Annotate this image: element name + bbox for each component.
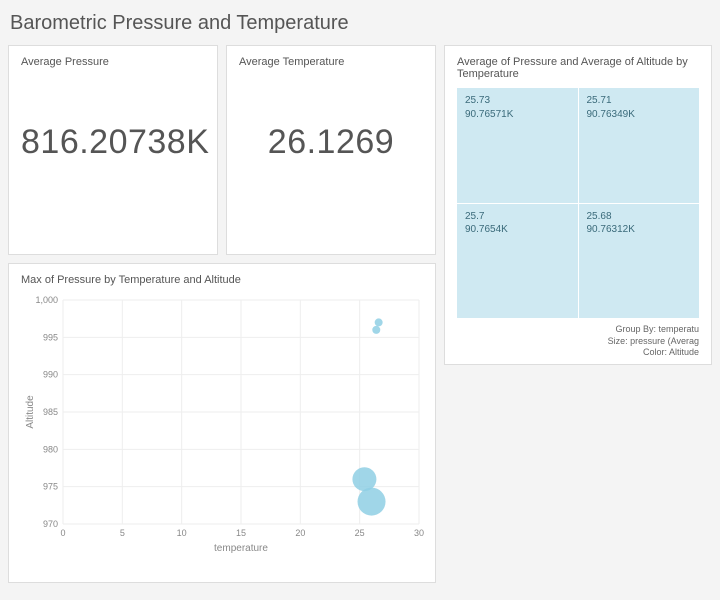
kpi-temperature-value: 26.1269 xyxy=(239,123,423,162)
treemap-cell-line1: 25.7 xyxy=(465,210,570,224)
page-title: Barometric Pressure and Temperature xyxy=(0,0,720,45)
treemap-cell[interactable]: 25.790.7654K xyxy=(457,204,578,319)
svg-text:20: 20 xyxy=(295,528,305,538)
svg-text:Altitude: Altitude xyxy=(25,395,36,429)
treemap-title: Average of Pressure and Average of Altit… xyxy=(457,56,699,80)
treemap-cell[interactable]: 25.6890.76312K xyxy=(579,204,700,319)
treemap-cell-line1: 25.71 xyxy=(587,94,692,108)
kpi-temperature-title: Average Temperature xyxy=(239,56,423,68)
kpi-temperature-card[interactable]: Average Temperature 26.1269 xyxy=(226,45,436,255)
svg-text:0: 0 xyxy=(60,528,65,538)
svg-text:15: 15 xyxy=(236,528,246,538)
scatter-chart: 970 975 980 985 990 995 1,000 0 5 10 15 20 25 30 tempe… xyxy=(21,294,423,564)
treemap-cell-line2: 90.76571K xyxy=(465,108,570,122)
treemap-cell-line2: 90.7654K xyxy=(465,223,570,237)
treemap-legend: Group By: temperatu Size: pressure (Aver… xyxy=(457,324,699,359)
treemap-cell[interactable]: 25.7390.76571K xyxy=(457,88,578,203)
svg-text:975: 975 xyxy=(43,482,58,492)
treemap-legend-line: Color: Altitude xyxy=(457,347,699,359)
svg-text:980: 980 xyxy=(43,444,58,454)
svg-text:5: 5 xyxy=(120,528,125,538)
kpi-pressure-card[interactable]: Average Pressure 816.20738K xyxy=(8,45,218,255)
svg-text:10: 10 xyxy=(177,528,187,538)
scatter-title: Max of Pressure by Temperature and Altit… xyxy=(21,274,423,286)
scatter-point[interactable] xyxy=(375,318,383,326)
treemap-grid: 25.7390.76571K25.7190.76349K25.790.7654K… xyxy=(457,88,699,318)
treemap-cell-line1: 25.68 xyxy=(587,210,692,224)
svg-text:25: 25 xyxy=(355,528,365,538)
treemap-cell-line2: 90.76349K xyxy=(587,108,692,122)
scatter-point[interactable] xyxy=(358,488,386,516)
dashboard-grid: Average Pressure 816.20738K Average Temp… xyxy=(0,45,720,591)
treemap-card[interactable]: Average of Pressure and Average of Altit… xyxy=(444,45,712,365)
scatter-point[interactable] xyxy=(352,467,376,491)
svg-text:30: 30 xyxy=(414,528,424,538)
svg-text:1,000: 1,000 xyxy=(35,295,58,305)
svg-text:985: 985 xyxy=(43,407,58,417)
scatter-card[interactable]: Max of Pressure by Temperature and Altit… xyxy=(8,263,436,583)
scatter-point[interactable] xyxy=(372,326,380,334)
treemap-legend-line: Group By: temperatu xyxy=(457,324,699,336)
svg-text:temperature: temperature xyxy=(214,543,268,554)
treemap-legend-line: Size: pressure (Averag xyxy=(457,336,699,348)
svg-text:995: 995 xyxy=(43,332,58,342)
treemap-cell[interactable]: 25.7190.76349K xyxy=(579,88,700,203)
kpi-pressure-value: 816.20738K xyxy=(21,123,205,162)
kpi-pressure-title: Average Pressure xyxy=(21,56,205,68)
treemap-cell-line2: 90.76312K xyxy=(587,223,692,237)
treemap-cell-line1: 25.73 xyxy=(465,94,570,108)
svg-text:990: 990 xyxy=(43,370,58,380)
svg-text:970: 970 xyxy=(43,519,58,529)
